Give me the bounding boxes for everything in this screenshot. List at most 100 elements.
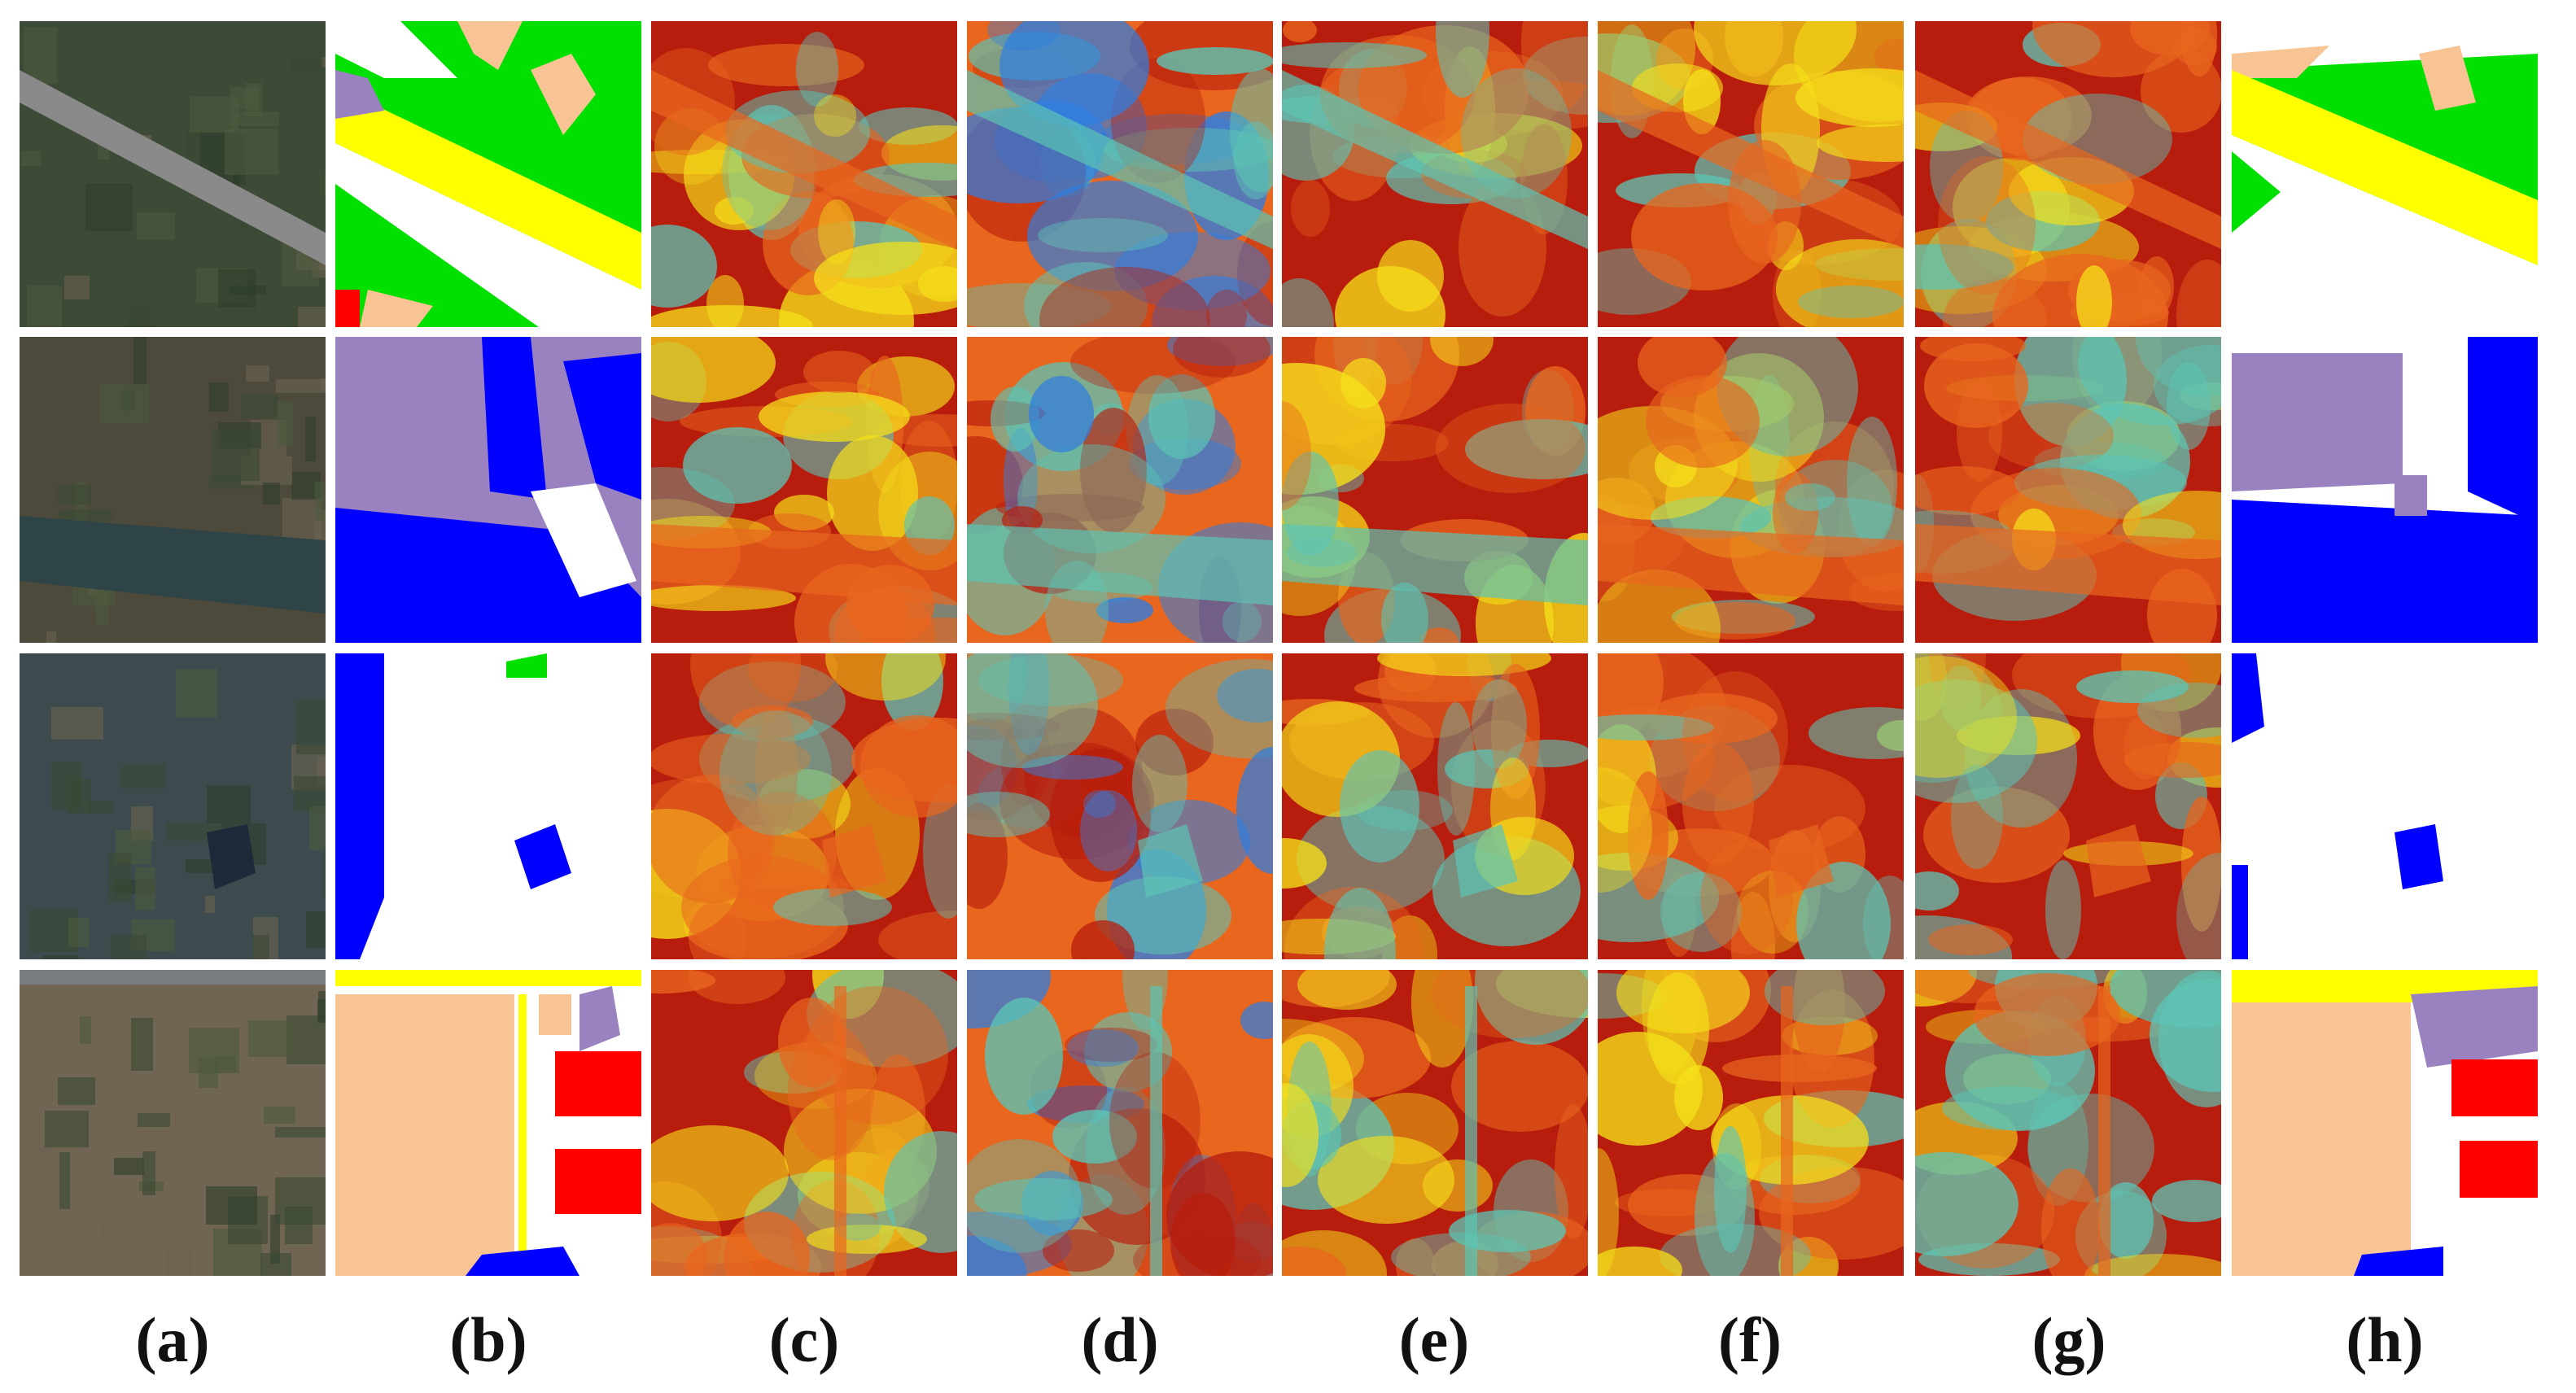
heatmap-blob: [2167, 362, 2211, 450]
heatmap-blob: [1674, 1065, 1723, 1130]
heatmap-blob: [748, 653, 838, 702]
heatmap-blob: [1461, 68, 1572, 199]
panel-label-a: (a): [135, 1304, 210, 1375]
heatmap-feature-band: [651, 70, 957, 249]
heatmap-blob: [1874, 39, 1904, 75]
aerial-image-canvas: [20, 970, 326, 1276]
aerial-texture-patch: [21, 151, 41, 166]
heatmap-canvas: [1282, 337, 1588, 643]
aerial-texture-patch: [260, 1253, 291, 1276]
heatmap-blob: [1682, 671, 1788, 801]
aerial-texture-patch: [298, 307, 326, 327]
heatmap-blob: [1700, 842, 1793, 954]
heatmap-canvas: [1598, 21, 1904, 327]
heatmap-blob: [773, 889, 892, 926]
segment-region-green: [506, 653, 547, 678]
heatmap-blob: [2152, 1180, 2221, 1222]
aerial-texture-patch: [225, 129, 278, 175]
aerial-texture-patch: [270, 1215, 280, 1264]
aerial-texture-patch: [248, 1020, 287, 1057]
segment-region-white: [2232, 135, 2538, 327]
heatmap-blob: [814, 242, 957, 315]
aerial-texture-patch: [263, 483, 280, 504]
tile-segmentation-map-r0-c1: [335, 21, 641, 327]
heatmap-blob: [967, 653, 1098, 768]
heatmap-blob: [689, 901, 747, 959]
aerial-texture-patch: [131, 1018, 153, 1071]
aerial-texture-patch: [324, 846, 326, 899]
segment-region-red: [555, 1051, 641, 1116]
heatmap-canvas: [1915, 970, 2221, 1276]
heatmap-blob: [1521, 21, 1588, 111]
heatmap-blob: [2045, 860, 2081, 959]
aerial-texture-patch: [209, 382, 229, 412]
panel-label-c: (c): [768, 1304, 840, 1375]
heatmap-canvas: [1598, 337, 1904, 643]
aerial-texture-patch: [176, 669, 217, 718]
heatmap-feature-band: [1781, 986, 1793, 1276]
heatmap-blob: [1282, 838, 1327, 889]
heatmap-blob: [1795, 68, 1904, 127]
tile-heatmap-r0-c2: [651, 21, 957, 327]
heatmap-feature-band: [2098, 986, 2110, 1276]
heatmap-blob: [1796, 862, 1891, 959]
heatmap-blob: [1920, 337, 2026, 361]
heatmap-blob: [1555, 1104, 1588, 1239]
aerial-texture-patch: [99, 384, 149, 423]
aerial-texture-patch: [51, 707, 103, 740]
heatmap-blob: [1071, 920, 1135, 959]
heatmap-blob: [1080, 790, 1137, 871]
heatmap-blob: [827, 435, 918, 551]
heatmap-blob: [1765, 970, 1885, 1025]
heatmap-blob: [706, 275, 744, 327]
heatmap-blob: [1988, 403, 2114, 469]
aerial-texture-patch: [290, 54, 323, 72]
heatmap-blob: [2176, 853, 2221, 959]
heatmap-canvas: [967, 21, 1273, 327]
aerial-texture-patch: [264, 1107, 295, 1124]
heatmap-blob: [1924, 343, 2028, 428]
aerial-texture-patch: [241, 395, 278, 418]
heatmap-blob: [1951, 765, 2003, 869]
heatmap-blob: [1052, 1110, 1137, 1164]
aerial-texture-patch: [246, 365, 269, 382]
heatmap-blob: [1646, 375, 1760, 468]
tile-heatmap-r1-c5: [1598, 337, 1904, 643]
tile-heatmap-r2-c6: [1915, 653, 2221, 959]
tile-heatmap-r3-c2: [651, 970, 957, 1276]
heatmap-blob: [1915, 1152, 2018, 1256]
tile-segmentation-map-r0-c7: [2232, 21, 2538, 327]
tile-heatmap-r3-c3: [967, 970, 1273, 1276]
heatmap-blob: [1283, 21, 1317, 42]
aerial-texture-patch: [102, 1223, 149, 1236]
heatmap-blob: [1396, 1238, 1435, 1276]
heatmap-blob: [1451, 1041, 1588, 1132]
segment-region-red: [335, 290, 360, 327]
heatmap-feature-band: [1453, 824, 1518, 897]
heatmap-blob: [1381, 583, 1428, 643]
segment-region-tan: [457, 21, 523, 70]
tile-aerial-image-r2-c0: [20, 653, 326, 959]
heatmap-blob: [2123, 742, 2221, 778]
segment-region-lavender: [579, 986, 620, 1051]
heatmap-blob: [796, 32, 838, 107]
aerial-texture-patch: [46, 631, 56, 643]
heatmap-blob: [1411, 970, 1473, 1068]
heatmap-blob: [1694, 21, 1857, 85]
heatmap-feature-band: [2086, 824, 2151, 897]
segment-region-yellow: [335, 970, 641, 986]
heatmap-blob: [681, 856, 844, 959]
heatmap-blob: [1928, 924, 2013, 955]
panel-label-d: (d): [1081, 1304, 1159, 1375]
heatmap-blob: [1135, 709, 1214, 775]
heatmap-blob: [967, 1139, 1081, 1253]
heatmap-blob: [1340, 358, 1386, 408]
heatmap-blob: [1785, 483, 1835, 511]
aerial-texture-patch: [296, 700, 326, 754]
heatmap-blob: [1436, 404, 1585, 493]
heatmap-blob: [1167, 337, 1273, 366]
aerial-texture-patch: [68, 918, 90, 947]
aerial-texture-patch: [315, 482, 325, 521]
heatmap-blob: [651, 225, 717, 308]
segment-region-white: [335, 986, 641, 994]
